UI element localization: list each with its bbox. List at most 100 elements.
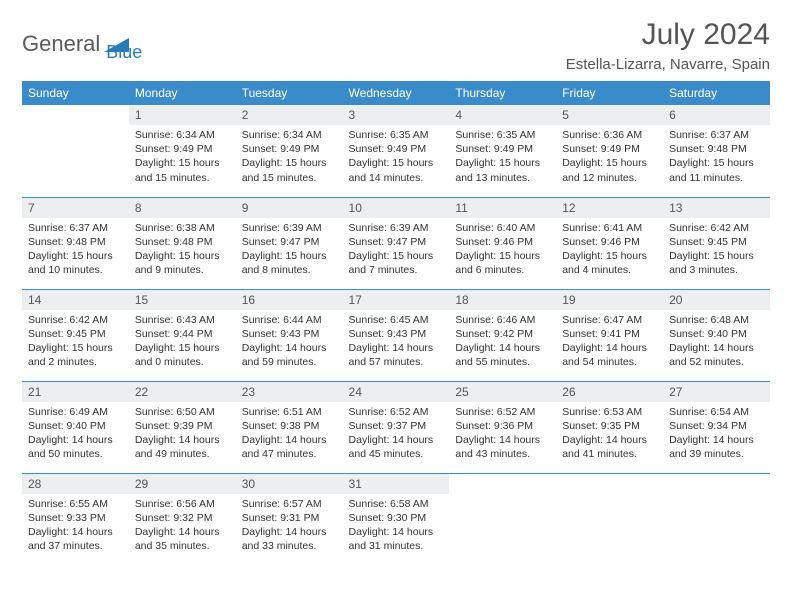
sunset-line: Sunset: 9:41 PM (562, 327, 657, 341)
calendar-cell: 3Sunrise: 6:35 AMSunset: 9:49 PMDaylight… (343, 105, 450, 197)
daylight-line: Daylight: 15 hours and 2 minutes. (28, 341, 123, 369)
day-info: Sunrise: 6:55 AMSunset: 9:33 PMDaylight:… (22, 494, 129, 560)
day-info: Sunrise: 6:43 AMSunset: 9:44 PMDaylight:… (129, 310, 236, 376)
calendar-cell: 22Sunrise: 6:50 AMSunset: 9:39 PMDayligh… (129, 381, 236, 473)
daylight-line: Daylight: 15 hours and 0 minutes. (135, 341, 230, 369)
daylight-line: Daylight: 15 hours and 15 minutes. (135, 156, 230, 184)
daylight-line: Daylight: 14 hours and 37 minutes. (28, 525, 123, 553)
sunset-line: Sunset: 9:49 PM (135, 142, 230, 156)
day-number: 4 (449, 105, 556, 125)
day-info: Sunrise: 6:52 AMSunset: 9:37 PMDaylight:… (343, 402, 450, 468)
day-info: Sunrise: 6:35 AMSunset: 9:49 PMDaylight:… (449, 125, 556, 191)
sunrise-line: Sunrise: 6:47 AM (562, 313, 657, 327)
day-number: 25 (449, 382, 556, 402)
day-number: 21 (22, 382, 129, 402)
calendar-cell (449, 473, 556, 565)
sunrise-line: Sunrise: 6:56 AM (135, 497, 230, 511)
calendar-cell (22, 105, 129, 197)
daylight-line: Daylight: 15 hours and 7 minutes. (349, 249, 444, 277)
sunset-line: Sunset: 9:44 PM (135, 327, 230, 341)
day-info: Sunrise: 6:45 AMSunset: 9:43 PMDaylight:… (343, 310, 450, 376)
day-number: 31 (343, 474, 450, 494)
calendar-cell: 23Sunrise: 6:51 AMSunset: 9:38 PMDayligh… (236, 381, 343, 473)
daylight-line: Daylight: 14 hours and 49 minutes. (135, 433, 230, 461)
calendar-cell: 15Sunrise: 6:43 AMSunset: 9:44 PMDayligh… (129, 289, 236, 381)
daylight-line: Daylight: 15 hours and 11 minutes. (669, 156, 764, 184)
day-number: 11 (449, 198, 556, 218)
calendar-cell: 16Sunrise: 6:44 AMSunset: 9:43 PMDayligh… (236, 289, 343, 381)
sunset-line: Sunset: 9:45 PM (669, 235, 764, 249)
sunrise-line: Sunrise: 6:34 AM (135, 128, 230, 142)
day-info: Sunrise: 6:34 AMSunset: 9:49 PMDaylight:… (236, 125, 343, 191)
sunrise-line: Sunrise: 6:36 AM (562, 128, 657, 142)
calendar-cell: 17Sunrise: 6:45 AMSunset: 9:43 PMDayligh… (343, 289, 450, 381)
sunrise-line: Sunrise: 6:42 AM (28, 313, 123, 327)
day-info: Sunrise: 6:35 AMSunset: 9:49 PMDaylight:… (343, 125, 450, 191)
day-number: 19 (556, 290, 663, 310)
day-info: Sunrise: 6:51 AMSunset: 9:38 PMDaylight:… (236, 402, 343, 468)
day-number: 1 (129, 105, 236, 125)
calendar-cell: 4Sunrise: 6:35 AMSunset: 9:49 PMDaylight… (449, 105, 556, 197)
day-number: 17 (343, 290, 450, 310)
calendar-week-row: 14Sunrise: 6:42 AMSunset: 9:45 PMDayligh… (22, 289, 770, 381)
calendar-cell: 10Sunrise: 6:39 AMSunset: 9:47 PMDayligh… (343, 197, 450, 289)
sunrise-line: Sunrise: 6:34 AM (242, 128, 337, 142)
sunrise-line: Sunrise: 6:51 AM (242, 405, 337, 419)
day-number: 2 (236, 105, 343, 125)
weekday-header: Thursday (449, 81, 556, 105)
daylight-line: Daylight: 14 hours and 45 minutes. (349, 433, 444, 461)
daylight-line: Daylight: 15 hours and 9 minutes. (135, 249, 230, 277)
sunrise-line: Sunrise: 6:35 AM (455, 128, 550, 142)
sunset-line: Sunset: 9:38 PM (242, 419, 337, 433)
daylight-line: Daylight: 15 hours and 13 minutes. (455, 156, 550, 184)
daylight-line: Daylight: 15 hours and 10 minutes. (28, 249, 123, 277)
day-info: Sunrise: 6:41 AMSunset: 9:46 PMDaylight:… (556, 218, 663, 284)
day-number: 23 (236, 382, 343, 402)
calendar-table: SundayMondayTuesdayWednesdayThursdayFrid… (22, 81, 770, 565)
day-info: Sunrise: 6:39 AMSunset: 9:47 PMDaylight:… (343, 218, 450, 284)
daylight-line: Daylight: 14 hours and 55 minutes. (455, 341, 550, 369)
sunrise-line: Sunrise: 6:52 AM (455, 405, 550, 419)
sunset-line: Sunset: 9:49 PM (455, 142, 550, 156)
calendar-cell: 26Sunrise: 6:53 AMSunset: 9:35 PMDayligh… (556, 381, 663, 473)
logo-word2: Blue (106, 42, 142, 63)
day-info: Sunrise: 6:42 AMSunset: 9:45 PMDaylight:… (663, 218, 770, 284)
sunrise-line: Sunrise: 6:48 AM (669, 313, 764, 327)
sunrise-line: Sunrise: 6:52 AM (349, 405, 444, 419)
month-title: July 2024 (566, 18, 770, 52)
logo: General Blue (22, 24, 142, 63)
day-number: 12 (556, 198, 663, 218)
daylight-line: Daylight: 14 hours and 39 minutes. (669, 433, 764, 461)
day-number: 8 (129, 198, 236, 218)
day-number: 9 (236, 198, 343, 218)
calendar-cell: 19Sunrise: 6:47 AMSunset: 9:41 PMDayligh… (556, 289, 663, 381)
day-info: Sunrise: 6:42 AMSunset: 9:45 PMDaylight:… (22, 310, 129, 376)
daylight-line: Daylight: 14 hours and 52 minutes. (669, 341, 764, 369)
sunrise-line: Sunrise: 6:57 AM (242, 497, 337, 511)
day-info: Sunrise: 6:46 AMSunset: 9:42 PMDaylight:… (449, 310, 556, 376)
location: Estella-Lizarra, Navarre, Spain (566, 56, 770, 73)
sunrise-line: Sunrise: 6:42 AM (669, 221, 764, 235)
day-info: Sunrise: 6:54 AMSunset: 9:34 PMDaylight:… (663, 402, 770, 468)
day-number: 29 (129, 474, 236, 494)
day-number: 16 (236, 290, 343, 310)
sunset-line: Sunset: 9:48 PM (669, 142, 764, 156)
daylight-line: Daylight: 15 hours and 6 minutes. (455, 249, 550, 277)
weekday-header-row: SundayMondayTuesdayWednesdayThursdayFrid… (22, 81, 770, 105)
sunset-line: Sunset: 9:35 PM (562, 419, 657, 433)
day-info: Sunrise: 6:34 AMSunset: 9:49 PMDaylight:… (129, 125, 236, 191)
day-info: Sunrise: 6:56 AMSunset: 9:32 PMDaylight:… (129, 494, 236, 560)
calendar-cell: 7Sunrise: 6:37 AMSunset: 9:48 PMDaylight… (22, 197, 129, 289)
day-number: 14 (22, 290, 129, 310)
weekday-header: Saturday (663, 81, 770, 105)
calendar-cell: 30Sunrise: 6:57 AMSunset: 9:31 PMDayligh… (236, 473, 343, 565)
sunset-line: Sunset: 9:36 PM (455, 419, 550, 433)
sunset-line: Sunset: 9:31 PM (242, 511, 337, 525)
sunrise-line: Sunrise: 6:43 AM (135, 313, 230, 327)
sunrise-line: Sunrise: 6:54 AM (669, 405, 764, 419)
day-number: 20 (663, 290, 770, 310)
sunset-line: Sunset: 9:40 PM (28, 419, 123, 433)
sunset-line: Sunset: 9:45 PM (28, 327, 123, 341)
sunrise-line: Sunrise: 6:38 AM (135, 221, 230, 235)
daylight-line: Daylight: 14 hours and 50 minutes. (28, 433, 123, 461)
